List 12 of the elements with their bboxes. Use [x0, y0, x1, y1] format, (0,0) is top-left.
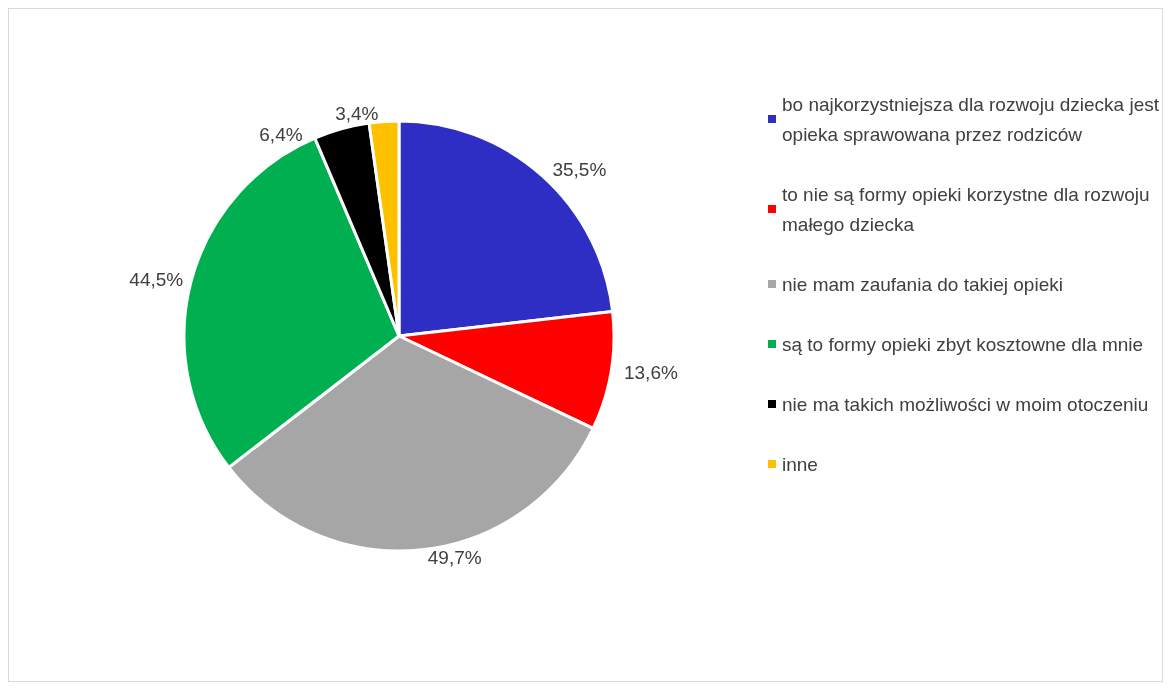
legend-label: są to formy opieki zbyt kosztowne dla mnie [782, 333, 1144, 355]
data-label: 35,5% [552, 159, 607, 181]
data-label: 44,5% [129, 269, 184, 291]
legend-label: inne [782, 453, 818, 475]
data-label: 6,4% [259, 124, 303, 146]
data-label: 13,6% [623, 362, 678, 384]
legend-label: nie mam zaufania do takiej opieki [782, 273, 1063, 295]
data-label: 49,7% [427, 547, 482, 569]
legend-label: nie ma takich możliwości w moim otoczeniu [782, 393, 1149, 415]
legend-label: to nie są formy opieki korzystne dla rozwoju małego dziecka [782, 183, 1155, 235]
data-label: 3,4% [335, 103, 379, 125]
legend-label: bo najkorzystniejsza dla rozwoju dziecka jest opieka sprawowana przez rodziców [782, 93, 1165, 145]
